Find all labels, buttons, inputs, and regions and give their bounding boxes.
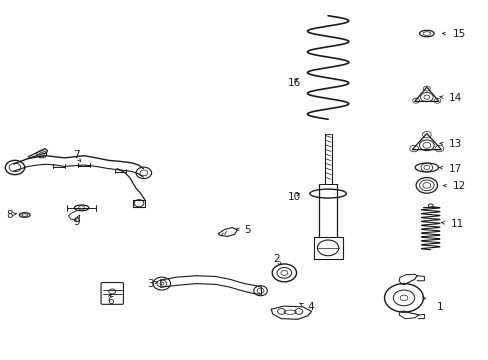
Polygon shape	[161, 276, 261, 294]
Text: 13: 13	[448, 139, 461, 149]
Text: 12: 12	[452, 181, 465, 192]
Text: 5: 5	[244, 225, 251, 235]
Text: 2: 2	[273, 253, 280, 264]
Polygon shape	[14, 156, 143, 177]
Polygon shape	[271, 306, 311, 319]
Text: 16: 16	[287, 78, 301, 88]
Text: 6: 6	[107, 296, 114, 306]
Text: 14: 14	[448, 93, 461, 103]
Text: 11: 11	[450, 219, 464, 229]
Text: 3: 3	[147, 279, 154, 289]
Polygon shape	[28, 149, 47, 158]
Text: 10: 10	[287, 192, 301, 202]
Text: 15: 15	[452, 29, 465, 39]
Text: 17: 17	[448, 163, 461, 174]
Text: 9: 9	[73, 217, 80, 227]
Text: 7: 7	[73, 150, 80, 160]
Text: 4: 4	[307, 302, 314, 312]
Text: 1: 1	[436, 302, 442, 312]
Text: 8: 8	[6, 210, 13, 220]
Polygon shape	[218, 228, 237, 237]
